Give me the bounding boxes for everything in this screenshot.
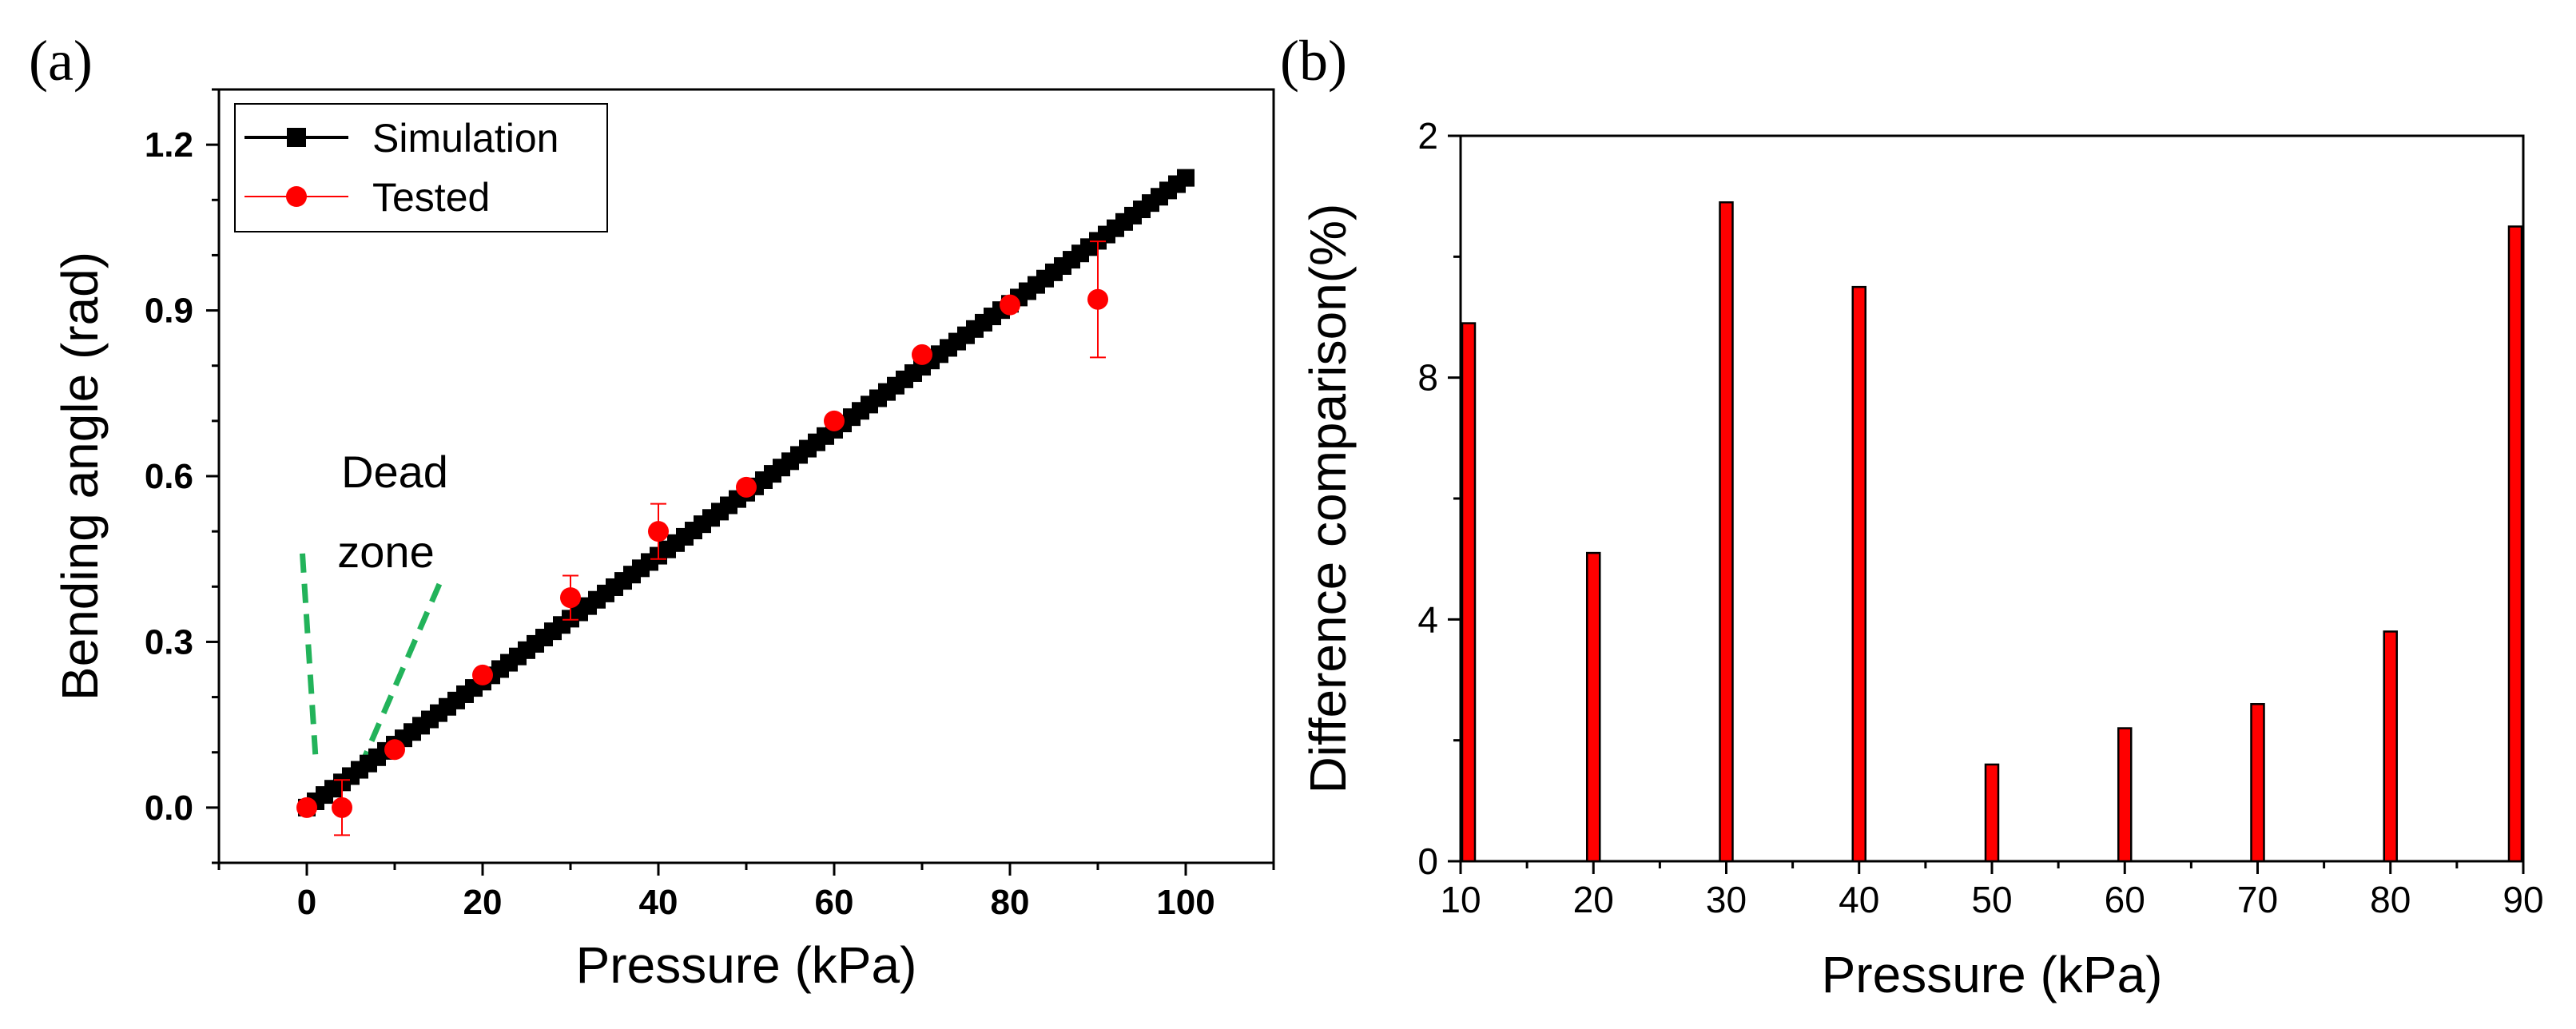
legend-box [234, 103, 608, 232]
dead-zone-line-2 [356, 574, 446, 770]
x-tick-label: 100 [1156, 883, 1214, 922]
tested-point [736, 476, 757, 498]
panel-b-x-axis-title: Pressure (kPa) [1822, 946, 2163, 1003]
y-tick-label: 8 [1417, 357, 1438, 399]
legend-tested-marker [286, 186, 307, 207]
x-tick-label: 20 [1573, 879, 1614, 920]
legend-simulation-marker [287, 128, 306, 147]
x-tick-label: 90 [2502, 879, 2543, 920]
tested-point [1087, 288, 1108, 310]
y-tick-label: 0.3 [145, 622, 193, 662]
bar-40 [1851, 285, 1866, 863]
dead-zone-line-1 [300, 553, 319, 758]
tested-point [296, 797, 317, 818]
x-tick-label: 80 [991, 883, 1030, 922]
panel-b-y-axis-title: Difference comparison(%) [1299, 204, 1357, 794]
tested-point [332, 797, 352, 818]
panel-a-legend: Simulation Tested [234, 103, 608, 232]
y-tick-label: 0.0 [145, 789, 193, 828]
tested-point [912, 344, 932, 365]
tested-point [384, 739, 405, 761]
panel-b-plot-frame [1459, 134, 2525, 863]
bar-10 [1461, 322, 1477, 863]
bar-80 [2383, 630, 2398, 863]
bar-70 [2250, 703, 2265, 863]
panel-b-label: (b) [1280, 29, 1347, 93]
y-tick-label: 0.9 [145, 292, 193, 331]
tested-point [1000, 294, 1020, 316]
tested-point [824, 410, 845, 431]
y-tick-label: 2 [1417, 115, 1438, 157]
bar-90 [2507, 225, 2523, 863]
x-tick-label: 50 [1971, 879, 2012, 920]
panel-a-y-axis-title: Bending angle (rad) [51, 252, 109, 701]
y-tick-label: 4 [1417, 598, 1438, 640]
y-tick-label: 1.2 [145, 125, 193, 165]
panel-a-label: (a) [29, 29, 93, 93]
x-tick-label: 40 [639, 883, 678, 922]
x-tick-label: 40 [1839, 879, 1879, 920]
bar-50 [1984, 763, 2000, 863]
dead-zone-annotation-line1: Dead [341, 447, 448, 497]
x-tick-label: 0 [297, 883, 316, 922]
panel-b: (b) 10 20 30 40 50 60 70 80 90 0 4 8 2 Pressure (kPa… [1280, 29, 2544, 1003]
bar-30 [1719, 201, 1734, 863]
x-tick-label: 10 [1440, 879, 1481, 920]
tested-point [472, 664, 493, 685]
tested-point [648, 521, 669, 542]
x-tick-label: 60 [2105, 879, 2145, 920]
simulation-point [1177, 169, 1195, 187]
x-tick-label: 80 [2370, 879, 2411, 920]
x-tick-label: 30 [1706, 879, 1747, 920]
panel-a: (a) 0 20 40 60 80 100 0.0 0.3 0.6 0.9 1.2 Dead zon… [29, 29, 1275, 994]
dead-zone-annotation-line2: zone [337, 526, 434, 577]
legend-simulation-label: Simulation [372, 116, 559, 161]
legend-tested-label: Tested [372, 175, 490, 220]
y-tick-label: 0 [1417, 840, 1438, 882]
x-tick-label: 60 [815, 883, 854, 922]
tested-point [560, 587, 581, 609]
panel-a-x-axis-title: Pressure (kPa) [576, 936, 917, 994]
x-tick-label: 70 [2237, 879, 2278, 920]
bar-20 [1586, 551, 1601, 863]
x-tick-label: 20 [463, 883, 503, 922]
y-tick-label: 0.6 [145, 457, 193, 496]
bar-60 [2117, 727, 2133, 863]
